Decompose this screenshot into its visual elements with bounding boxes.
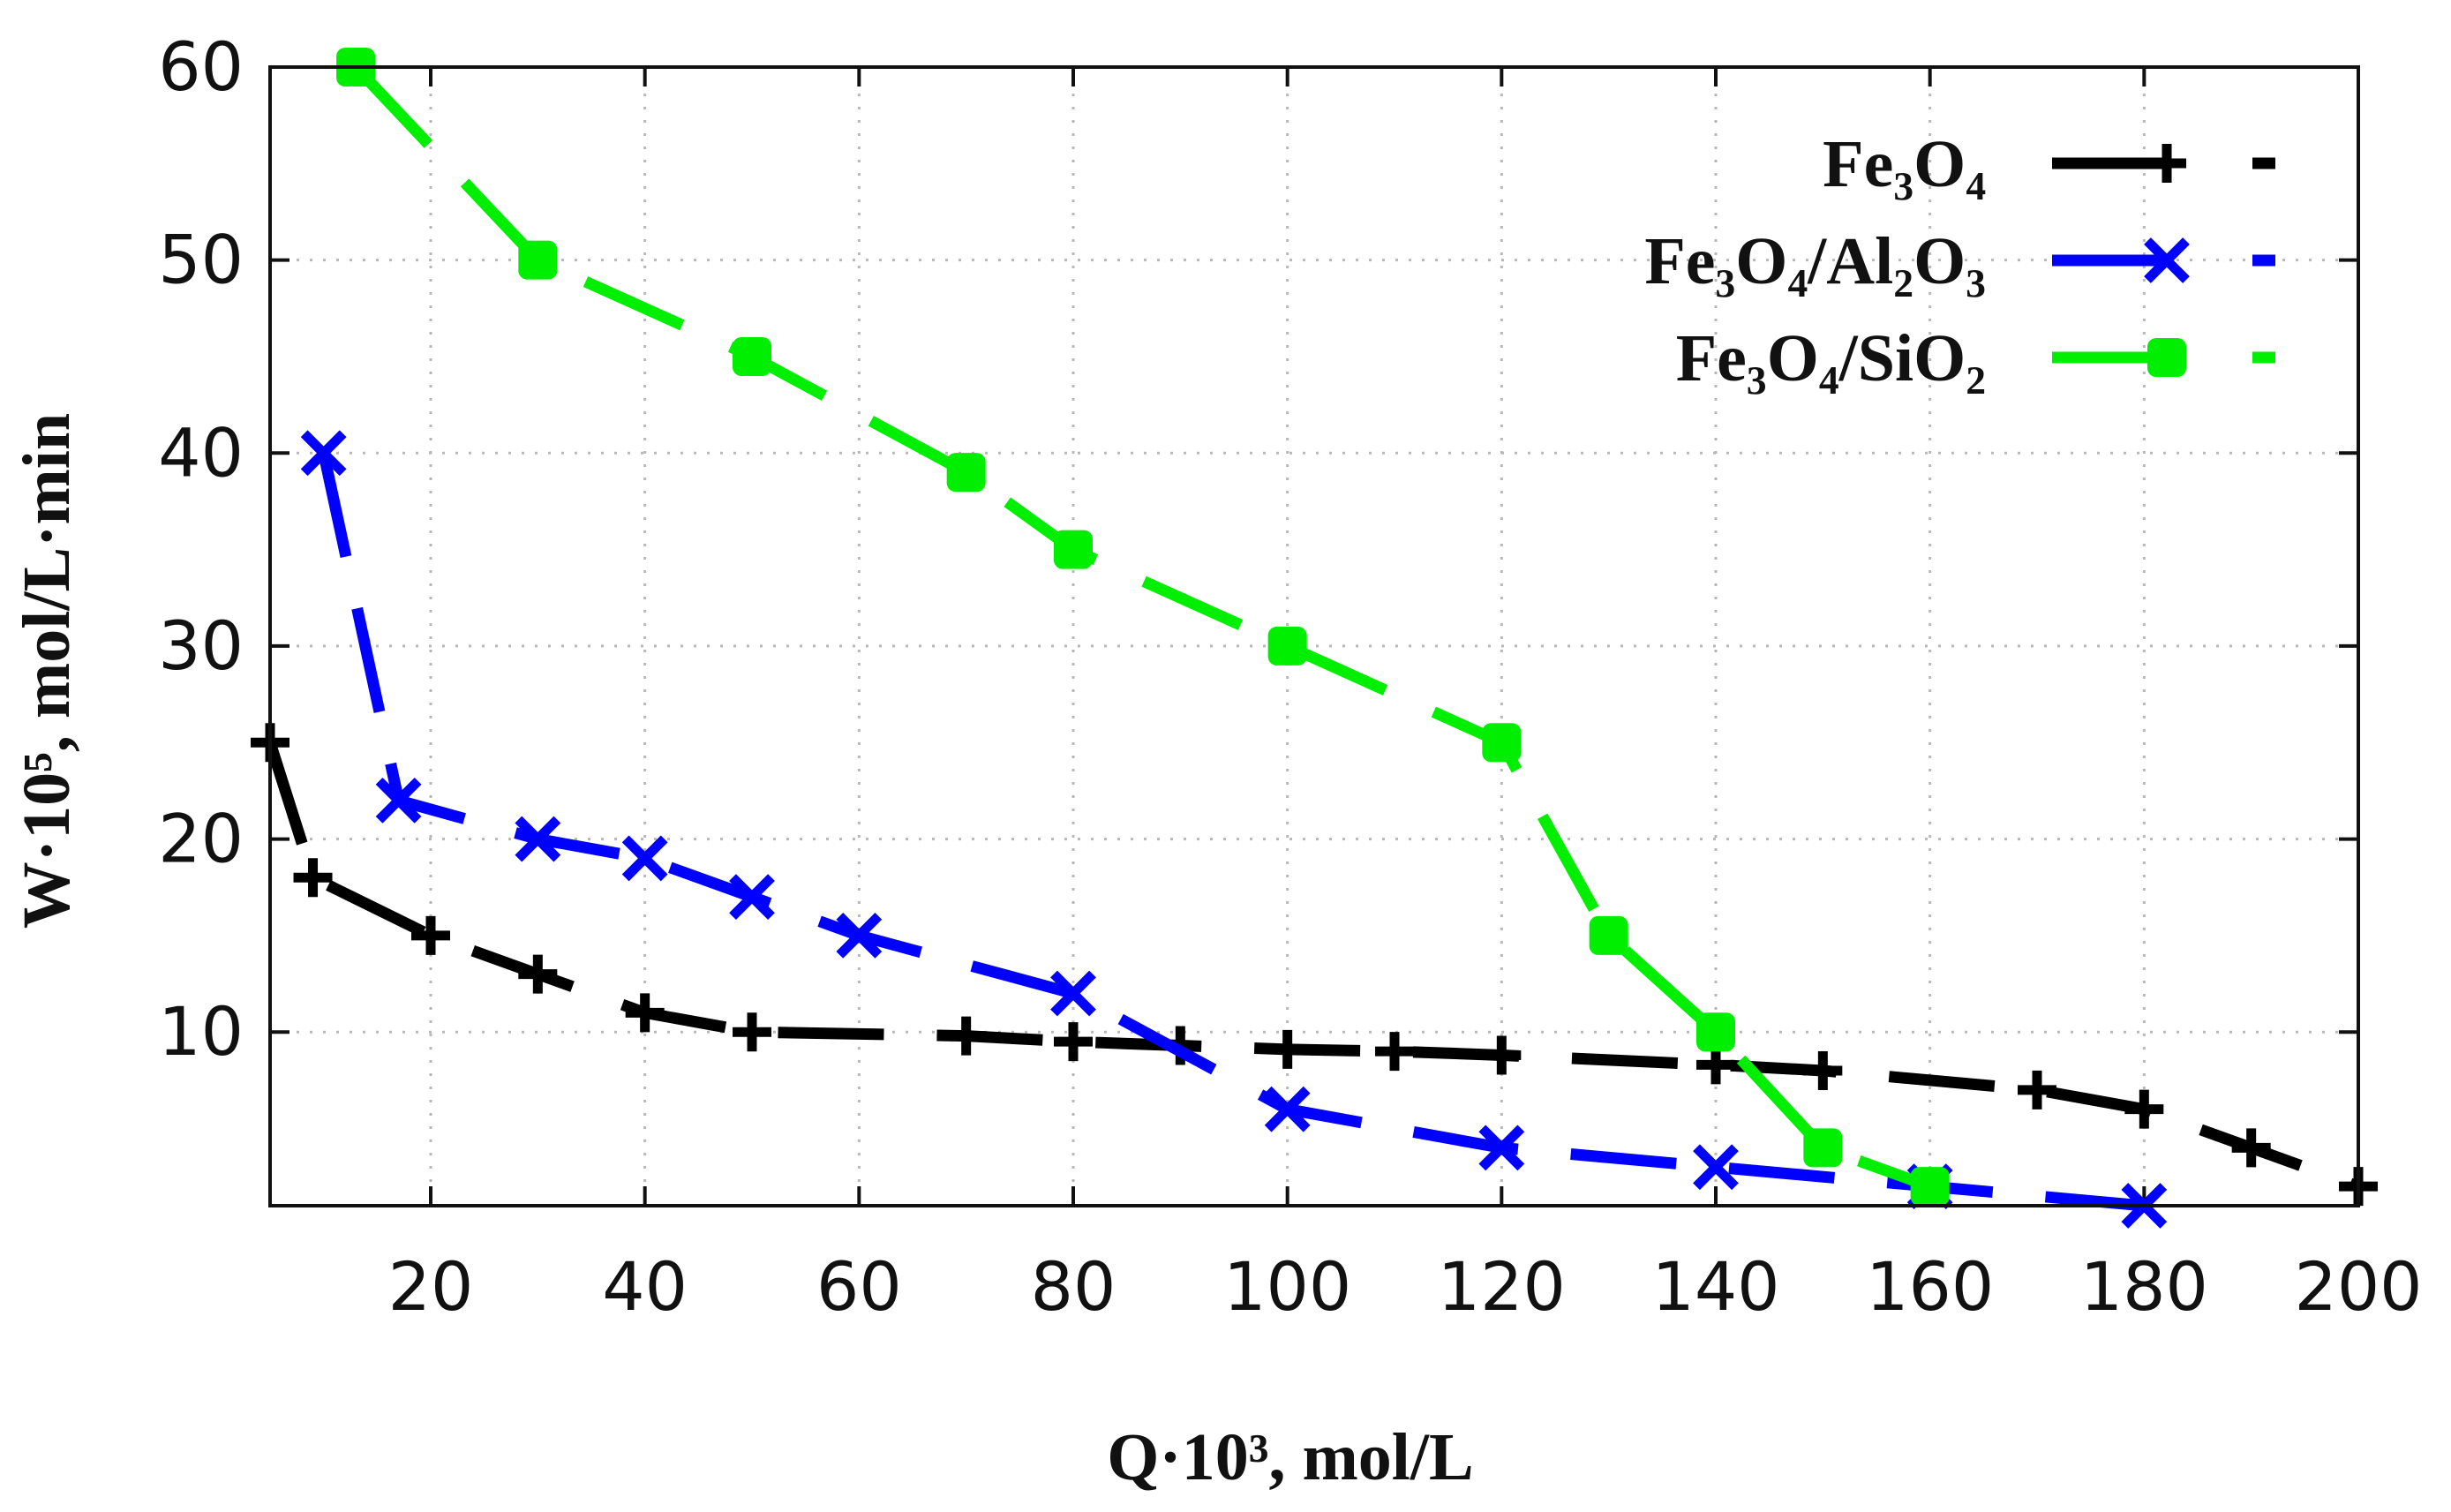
data-point (375, 777, 422, 824)
y-tick-label: 20 (158, 800, 244, 878)
x-tick-label: 160 (1866, 1247, 1994, 1326)
data-point (411, 915, 450, 955)
data-point (625, 993, 665, 1033)
data-point (293, 858, 333, 898)
plot-frame (268, 65, 2360, 1207)
data-point (1264, 1086, 1311, 1132)
legend-marker (2147, 338, 2186, 377)
x-tick-label: 80 (1031, 1247, 1116, 1326)
data-point (1054, 1022, 1093, 1062)
data-point (1693, 1144, 1739, 1191)
y-tick-label: 60 (158, 27, 244, 106)
data-point (1696, 1012, 1735, 1052)
x-tick-label: 60 (816, 1247, 902, 1326)
data-point (518, 954, 558, 994)
x-tick-label: 180 (2080, 1247, 2208, 1326)
x-tick-label: 200 (2294, 1247, 2422, 1326)
data-point (1267, 1029, 1307, 1069)
legend-marker (2147, 144, 2186, 183)
data-point (1054, 530, 1093, 569)
x-tick-label: 20 (388, 1247, 474, 1326)
data-point (1696, 1045, 1735, 1085)
data-point (2018, 1070, 2056, 1110)
data-point (1910, 1167, 1950, 1207)
data-point (621, 835, 668, 882)
data-point (1050, 970, 1096, 1017)
legend-item: Fe₃O₄ (1823, 127, 2275, 201)
x-axis-title: Q·10³, mol/L (1107, 1420, 1473, 1494)
y-tick-label: 40 (158, 413, 244, 492)
data-point (515, 816, 561, 862)
legend-label: Fe₃O₄/Al₂O₃ (1644, 224, 1986, 298)
data-point (836, 913, 883, 959)
legend-label: Fe₃O₄/SiO₂ (1676, 321, 1986, 395)
x-tick-label: 120 (1438, 1247, 1566, 1326)
legend-marker (2144, 237, 2190, 283)
data-point (300, 430, 347, 477)
legend-label: Fe₃O₄ (1823, 127, 1986, 201)
data-point (1482, 723, 1522, 763)
data-point (729, 874, 775, 921)
data-point (946, 453, 986, 493)
data-point (733, 1012, 771, 1052)
y-tick-label: 10 (158, 992, 244, 1071)
data-point (946, 1016, 986, 1056)
data-point (1482, 1035, 1522, 1075)
y-tick-label: 50 (158, 221, 244, 299)
data-point (1375, 1032, 1414, 1072)
data-point (2124, 1089, 2164, 1129)
series-line (351, 63, 1932, 1192)
series-line (318, 451, 2145, 1212)
data-point (2231, 1128, 2271, 1168)
data-point (1803, 1050, 1843, 1090)
data-point (1803, 1128, 1843, 1168)
data-point (1589, 915, 1628, 955)
data-point (733, 336, 771, 376)
x-tick-label: 100 (1223, 1247, 1351, 1326)
x-tick-label: 40 (602, 1247, 688, 1326)
legend: Fe₃O₄ Fe₃O₄/Al₂O₃ Fe₃O₄/SiO₂ (1644, 127, 2275, 395)
axes: 20 40 60 80 100 120 140 160 180 200 10 20 30 40 50 60 (158, 27, 2422, 1326)
data-point (1478, 1125, 1525, 1171)
y-tick-label: 30 (158, 606, 244, 685)
series-2 (336, 48, 1950, 1207)
data-point (1267, 626, 1307, 666)
legend-item: Fe₃O₄/Al₂O₃ (1644, 224, 2275, 298)
data-point (518, 240, 558, 280)
y-axis-title: W·10⁵, mol/L·min (10, 413, 84, 929)
x-tick-label: 140 (1651, 1247, 1779, 1326)
legend-item: Fe₃O₄/SiO₂ (1676, 321, 2275, 395)
plot-area (251, 48, 2378, 1229)
